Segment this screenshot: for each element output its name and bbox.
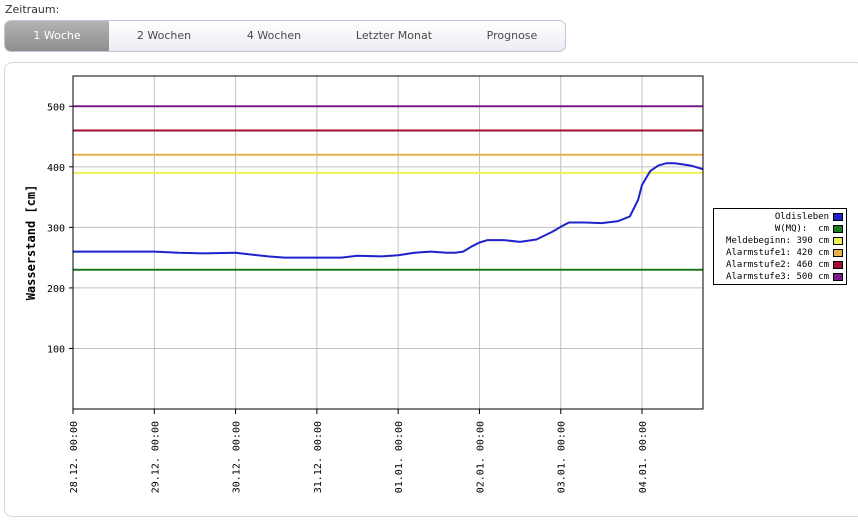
- plot-frame: [72, 75, 704, 410]
- tab-4-wochen[interactable]: 4 Wochen: [246, 29, 302, 42]
- legend-item: Alarmstufe3: 500 cm: [714, 271, 846, 283]
- legend-swatch: [833, 273, 843, 281]
- zeitraum-label: Zeitraum:: [5, 3, 60, 16]
- x-tick-label: 02.01. 00:00: [475, 421, 486, 493]
- legend-swatch: [833, 237, 843, 245]
- legend-swatch: [833, 213, 843, 221]
- tab-letzter-monat[interactable]: Letzter Monat: [355, 29, 433, 42]
- x-tick-label: 01.01. 00:00: [394, 421, 405, 493]
- legend-label: Oldisleben: [774, 212, 829, 222]
- legend-item: Meldebeginn: 390 cm: [714, 235, 846, 247]
- x-tick-label: 30.12. 00:00: [232, 421, 243, 493]
- legend-swatch: [833, 261, 843, 269]
- tab-1-woche[interactable]: 1 Woche: [5, 21, 109, 51]
- y-tick-label: 100: [47, 344, 65, 355]
- threshold-lines: [73, 105, 703, 271]
- y-tick-label: 300: [47, 223, 65, 234]
- y-tick-label: 500: [47, 102, 65, 113]
- legend-item: Alarmstufe2: 460 cm: [714, 259, 846, 271]
- legend-swatch: [833, 225, 843, 233]
- legend-item: W(MQ): cm: [714, 223, 846, 235]
- legend-label: W(MQ): cm: [774, 224, 829, 234]
- x-tick-label: 03.01. 00:00: [557, 421, 568, 493]
- x-tick-label: 31.12. 00:00: [313, 421, 324, 493]
- y-tick-label: 400: [47, 163, 65, 174]
- x-tick-label: 28.12. 00:00: [69, 421, 80, 493]
- x-axis-ticks: 28.12. 00:00 29.12. 00:00 30.12. 00:00 31.1…: [69, 409, 649, 493]
- legend-swatch: [833, 249, 843, 257]
- tab-prognose[interactable]: Prognose: [486, 29, 538, 42]
- chart-panel: [4, 62, 858, 517]
- x-tick-label: 29.12. 00:00: [150, 421, 161, 493]
- legend-label: Alarmstufe1: 420 cm: [726, 248, 829, 258]
- legend-item: Oldisleben: [714, 211, 846, 223]
- tab-2-wochen[interactable]: 2 Wochen: [136, 29, 192, 42]
- legend-label: Alarmstufe2: 460 cm: [726, 260, 829, 270]
- legend-label: Meldebeginn: 390 cm: [726, 236, 829, 246]
- legend-item: Alarmstufe1: 420 cm: [714, 247, 846, 259]
- series-line-oldisleben: [73, 162, 704, 259]
- x-tick-label: 04.01. 00:00: [638, 421, 649, 493]
- series-layer: [73, 162, 704, 259]
- period-tabs: 1 Woche 2 Wochen 4 Wochen Letzter Monat …: [4, 20, 566, 52]
- chart-grid: [72, 76, 703, 409]
- y-tick-label: 200: [47, 284, 65, 295]
- legend-label: Alarmstufe3: 500 cm: [726, 272, 829, 282]
- y-axis-ticks: 100 200 300 400 500: [47, 102, 73, 355]
- chart-legend: Oldisleben W(MQ): cm Meldebeginn: 390 cm…: [713, 208, 847, 285]
- y-axis-label: Wasserstand [cm]: [24, 185, 38, 301]
